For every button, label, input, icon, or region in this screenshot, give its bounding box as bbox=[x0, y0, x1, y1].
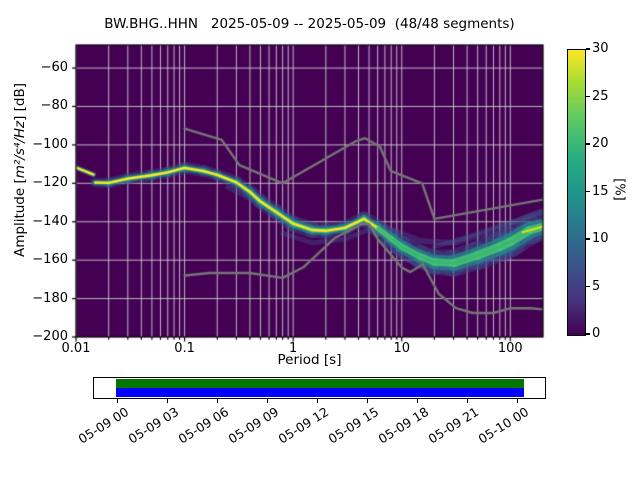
timeline-tick-label: 05-09 09 bbox=[225, 404, 281, 447]
timeline-tick bbox=[516, 398, 518, 403]
timeline-tick bbox=[266, 398, 268, 403]
timeline-tick bbox=[166, 398, 168, 403]
x-tick-label: 1 bbox=[289, 341, 298, 356]
x-tick-label: 10 bbox=[393, 341, 410, 356]
colorbar-tick bbox=[586, 238, 590, 240]
colorbar-tick-label: 30 bbox=[592, 41, 609, 56]
colorbar-tick bbox=[586, 95, 590, 98]
timeline-tick-label: 05-09 03 bbox=[125, 404, 181, 447]
timeline-tick-label: 05-10 00 bbox=[475, 404, 531, 447]
coverage-bar-blue bbox=[116, 387, 524, 397]
y-tick-label: −120 bbox=[32, 175, 68, 191]
y-tick-label: −60 bbox=[40, 60, 68, 76]
x-tick-label: 100 bbox=[497, 341, 523, 356]
timeline-tick bbox=[416, 398, 418, 403]
plot-title: BW.BHG..HHN 2025-05-09 -- 2025-05-09 (48… bbox=[104, 16, 515, 32]
x-tick-label: 0.1 bbox=[174, 341, 195, 356]
timeline-tick-label: 05-09 00 bbox=[75, 404, 131, 447]
colorbar bbox=[567, 49, 586, 336]
x-axis-label: Period [s] bbox=[277, 352, 342, 368]
y-tick-label: −200 bbox=[32, 329, 68, 344]
timeline-tick bbox=[366, 398, 368, 403]
colorbar-tick-label: 20 bbox=[592, 136, 609, 151]
timeline-tick-label: 05-09 15 bbox=[325, 404, 381, 447]
colorbar-tick-label: 0 bbox=[592, 326, 601, 341]
colorbar-tick bbox=[586, 333, 590, 335]
y-tick-label: −160 bbox=[32, 252, 68, 268]
ppsd-canvas bbox=[70, 41, 550, 343]
colorbar-tick-label: 5 bbox=[592, 278, 601, 294]
coverage-bar-green bbox=[116, 378, 524, 388]
timeline-tick bbox=[316, 398, 318, 403]
y-tick-label: −180 bbox=[32, 290, 68, 306]
colorbar-label: [%] bbox=[611, 178, 627, 201]
colorbar-tick-label: 15 bbox=[592, 183, 609, 199]
timeline-tick bbox=[116, 398, 118, 403]
y-tick-label: −140 bbox=[32, 213, 68, 229]
colorbar-tick bbox=[586, 285, 590, 288]
timeline-tick-label: 05-09 06 bbox=[175, 404, 231, 447]
colorbar-tick-label: 25 bbox=[592, 88, 609, 104]
y-tick-label: −100 bbox=[32, 136, 68, 152]
timeline-tick-label: 05-09 21 bbox=[425, 404, 481, 447]
colorbar-tick bbox=[586, 143, 590, 145]
y-tick-label: −80 bbox=[40, 98, 68, 114]
x-tick-label: 0.01 bbox=[61, 341, 91, 356]
colorbar-tick-label: 10 bbox=[592, 231, 609, 246]
timeline-tick bbox=[216, 398, 218, 403]
timeline-tick-label: 05-09 18 bbox=[375, 404, 431, 447]
timeline-tick-label: 05-09 12 bbox=[275, 404, 331, 447]
colorbar-tick bbox=[586, 190, 590, 193]
colorbar-tick bbox=[586, 48, 590, 50]
timeline-tick bbox=[466, 398, 468, 403]
